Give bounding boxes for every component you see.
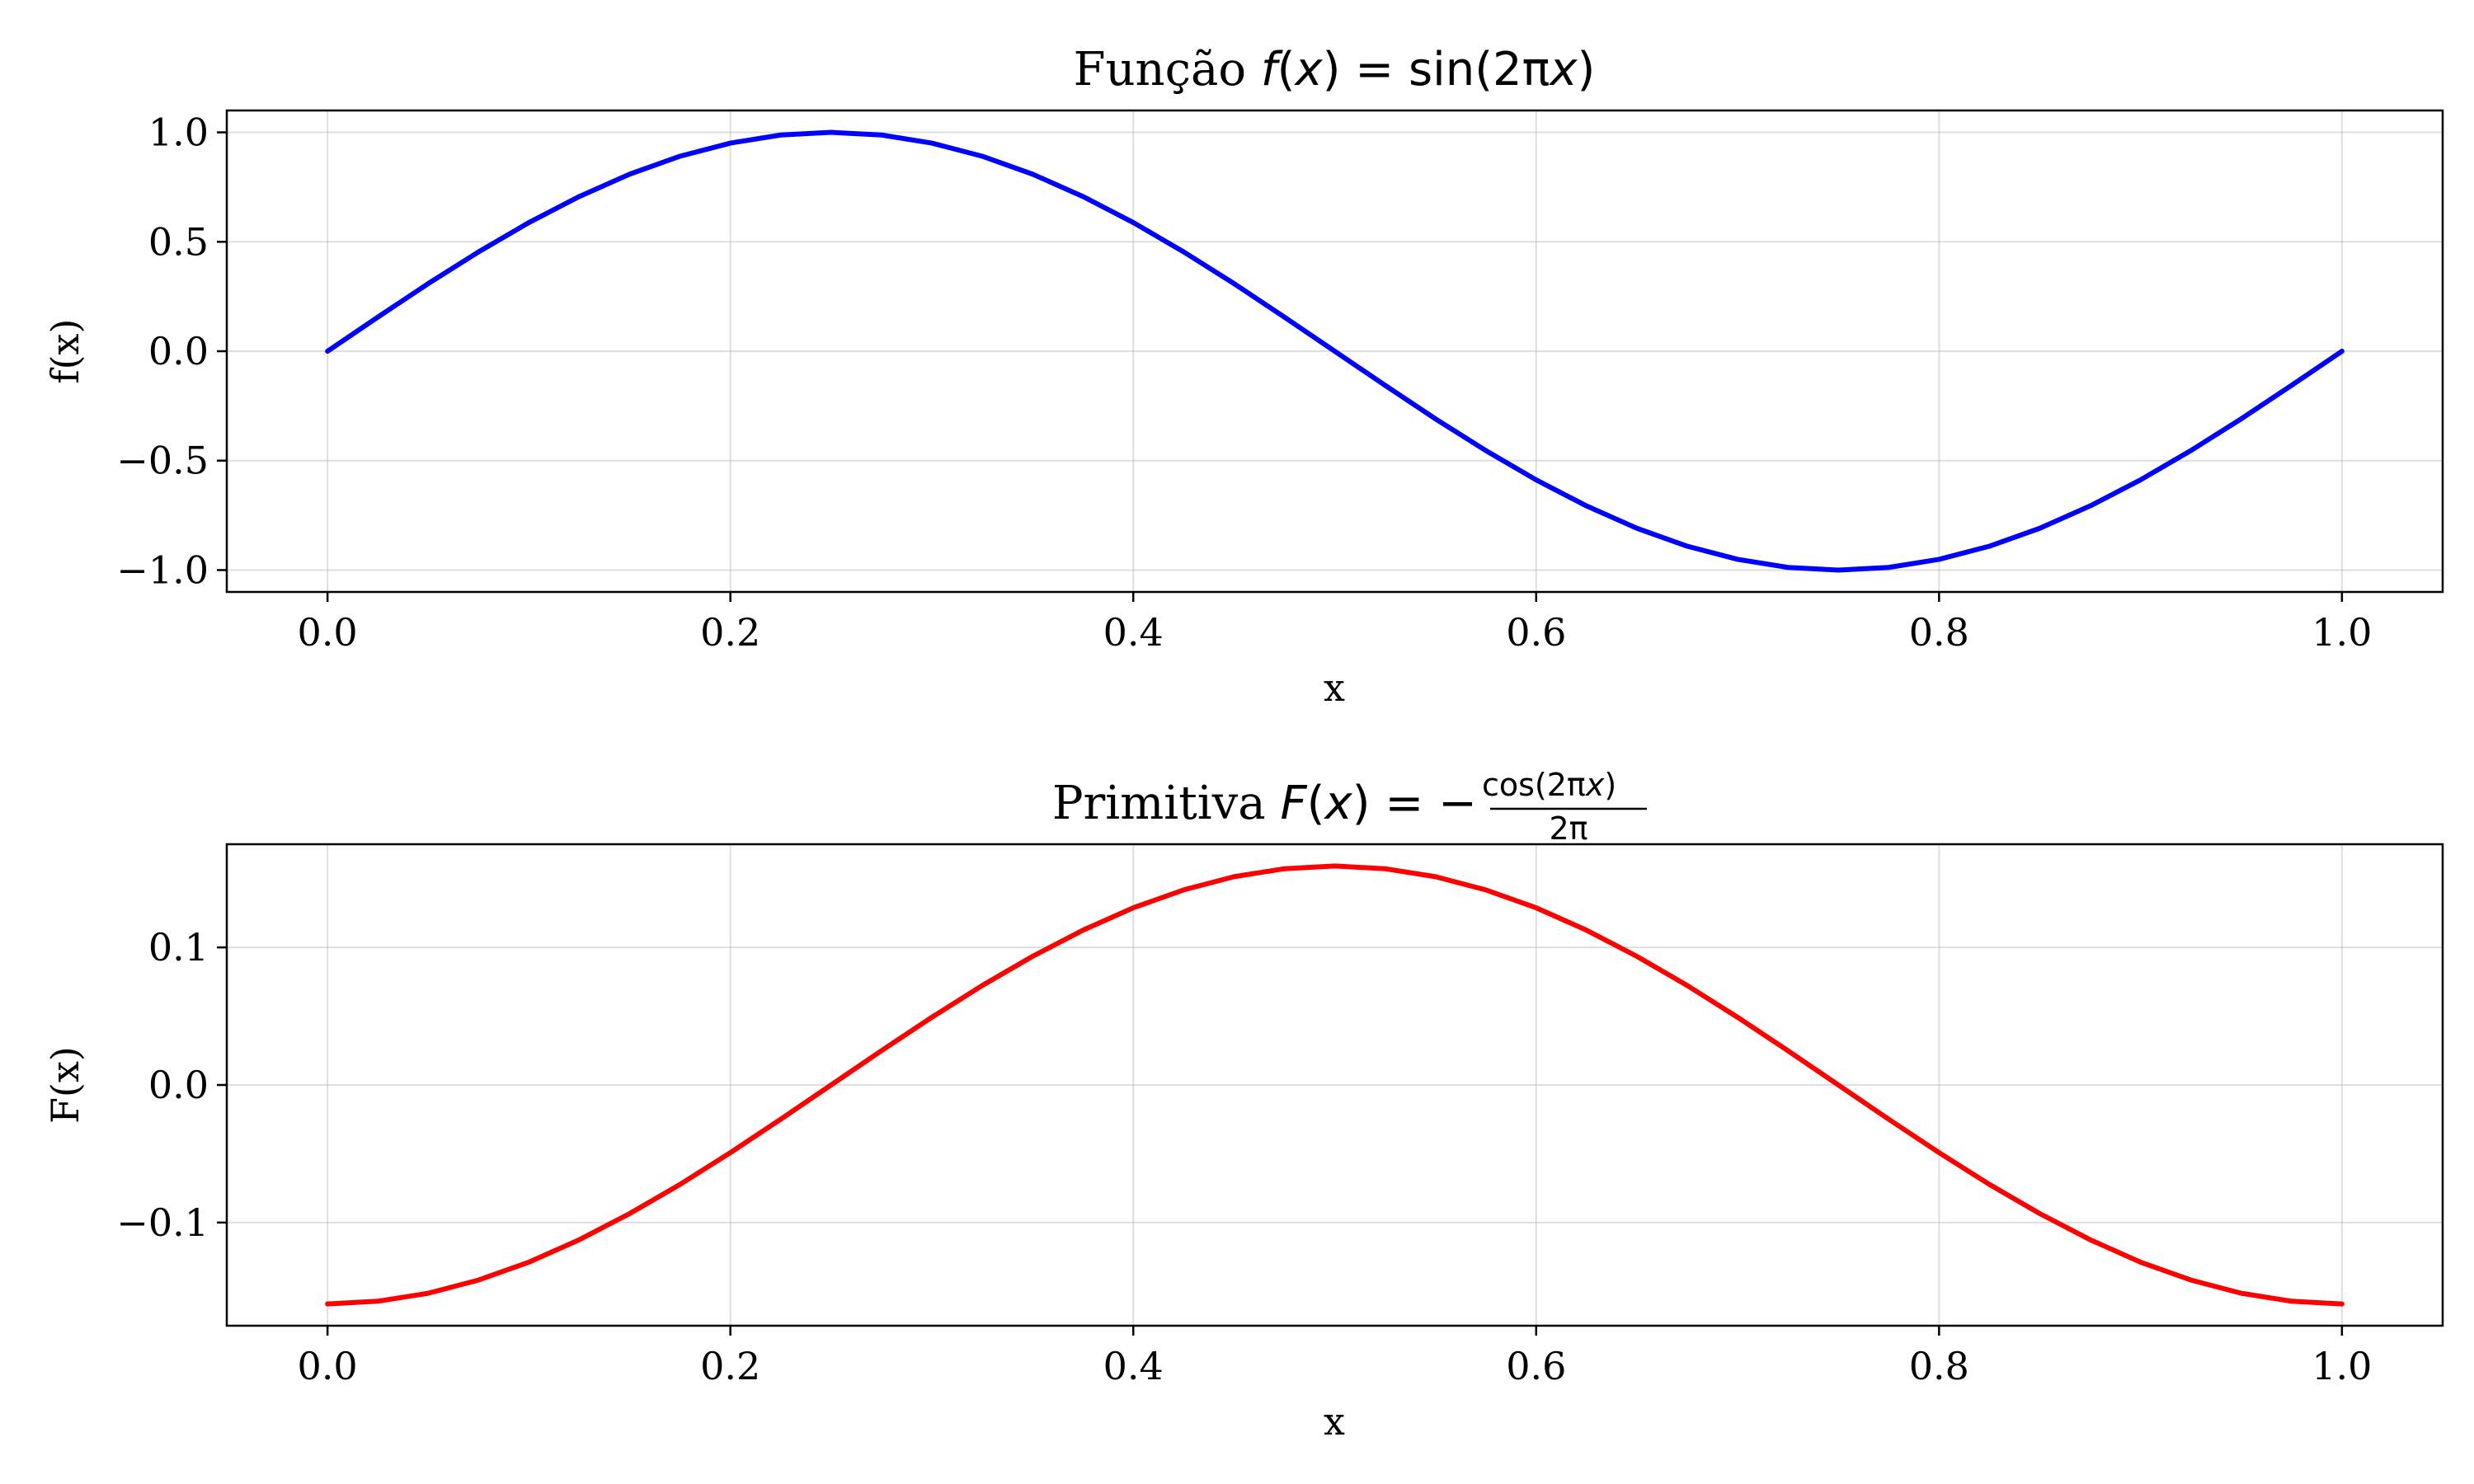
x-tick-label: 0.2	[700, 1344, 760, 1388]
panel-top-grid	[227, 110, 2443, 592]
x-tick-label: 0.6	[1506, 610, 1566, 655]
panel-top-ylabel: f(x)	[43, 319, 87, 384]
panel-bottom-series	[325, 863, 2345, 1307]
x-tick-label: 1.0	[2312, 610, 2372, 655]
x-tick-label: 0.6	[1506, 1344, 1566, 1388]
y-tick-label: 0.5	[148, 219, 209, 264]
x-tick-label: 0.8	[1909, 1344, 1969, 1388]
fraction-denominator: 2π	[1549, 810, 1587, 847]
panel-bottom: Primitiva F(x) = − cos(2πx) 2π 0.0 0.2 0.4 0…	[43, 767, 2444, 1444]
series-line	[325, 863, 2345, 1307]
y-tick-label: −0.5	[116, 439, 209, 483]
panel-top-title: Função f(x) = sin(2πx)	[1074, 43, 1596, 96]
x-tick-label: 1.0	[2312, 1344, 2372, 1388]
panel-top-series	[325, 129, 2345, 573]
y-tick-label: 0.0	[148, 1063, 209, 1107]
series-line	[325, 129, 2345, 573]
panel-top: Função f(x) = sin(2πx) 0.0 0.2 0.4 0.6 0.8 1.…	[43, 43, 2444, 710]
y-tick-label: −1.0	[116, 547, 209, 592]
panel-bottom-grid	[227, 844, 2443, 1326]
panel-bottom-xlabel: x	[1324, 1399, 1345, 1444]
panel-bottom-ticks: 0.0 0.2 0.4 0.6 0.8 1.0 0.1 0.0 −0.1	[116, 925, 2372, 1388]
y-tick-label: 0.1	[148, 925, 209, 970]
x-tick-label: 0.2	[700, 610, 760, 655]
x-tick-label: 0.8	[1909, 610, 1969, 655]
panel-top-ticks: 0.0 0.2 0.4 0.6 0.8 1.0 1.0 0.5 0.0 −0.5 −1.0	[116, 110, 2372, 655]
x-tick-label: 0.0	[298, 610, 358, 655]
x-tick-label: 0.4	[1103, 610, 1164, 655]
panel-bottom-ylabel: F(x)	[43, 1046, 87, 1124]
panel-top-xlabel: x	[1324, 665, 1345, 710]
y-tick-label: −0.1	[116, 1200, 209, 1245]
y-tick-label: 1.0	[148, 110, 209, 155]
panel-bottom-title: Primitiva F(x) = − cos(2πx)	[1052, 767, 1616, 830]
y-tick-label: 0.0	[148, 329, 209, 373]
x-tick-label: 0.0	[298, 1344, 358, 1388]
x-tick-label: 0.4	[1103, 1344, 1164, 1388]
